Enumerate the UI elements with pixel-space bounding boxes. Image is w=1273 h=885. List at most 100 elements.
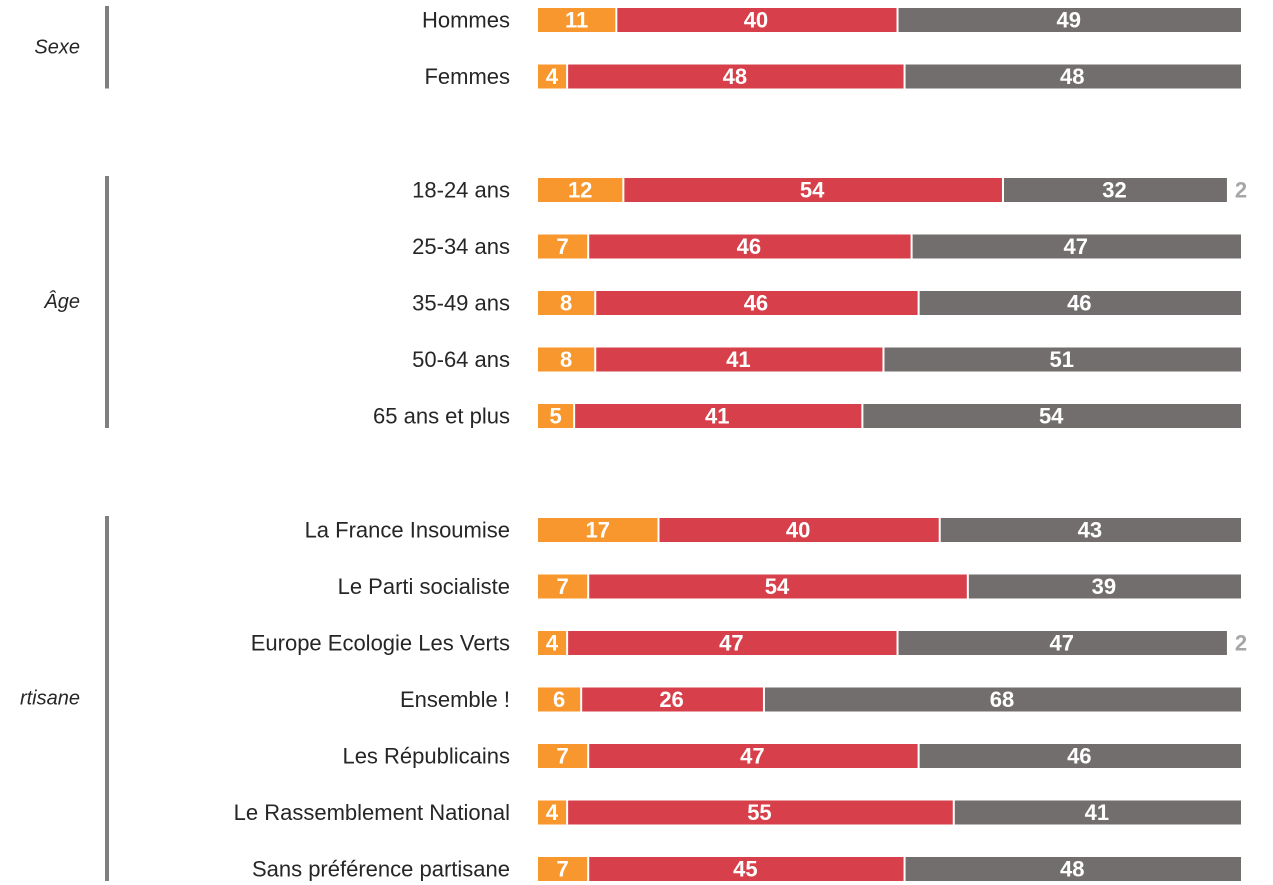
value-label: 54 bbox=[1039, 404, 1064, 429]
bar-segment bbox=[589, 234, 911, 259]
bar-segment bbox=[919, 744, 1241, 768]
bar-segment bbox=[568, 631, 897, 655]
value-label: 47 bbox=[1064, 234, 1088, 259]
group-label: Âge bbox=[43, 290, 80, 313]
value-label: 47 bbox=[740, 744, 764, 769]
bar-segment bbox=[1003, 178, 1227, 202]
bar-segment bbox=[624, 178, 1002, 202]
value-label: 46 bbox=[1067, 744, 1091, 769]
value-label: 48 bbox=[723, 64, 747, 89]
bar-segment bbox=[568, 800, 953, 825]
bar-segment bbox=[538, 178, 623, 202]
bar-segment bbox=[538, 518, 658, 542]
bar-segment bbox=[538, 631, 567, 655]
bar-segment bbox=[575, 404, 862, 428]
bar-segment bbox=[1228, 631, 1241, 655]
value-label: 2 bbox=[1235, 178, 1247, 203]
bar-segment bbox=[538, 8, 616, 32]
bar-segment bbox=[538, 800, 567, 825]
bar-segment bbox=[905, 857, 1241, 881]
value-label: 47 bbox=[719, 631, 743, 656]
category-label: 50-64 ans bbox=[412, 347, 510, 372]
bar-segment bbox=[1228, 178, 1241, 202]
value-label: 7 bbox=[556, 234, 568, 259]
category-label: Le Parti socialiste bbox=[338, 574, 510, 599]
value-label: 7 bbox=[556, 744, 568, 769]
bar-segment bbox=[968, 574, 1241, 599]
bar-segment bbox=[538, 574, 588, 599]
bar-segment bbox=[764, 687, 1241, 712]
value-label: 46 bbox=[737, 234, 761, 259]
bar-segment bbox=[582, 687, 763, 712]
bar-segment bbox=[538, 347, 595, 372]
value-label: 47 bbox=[1049, 631, 1073, 656]
value-label: 4 bbox=[546, 64, 559, 89]
value-label: 12 bbox=[568, 178, 592, 203]
value-label: 43 bbox=[1078, 518, 1102, 543]
category-label: Hommes bbox=[422, 8, 510, 33]
value-label: 5 bbox=[549, 404, 561, 429]
category-label: Sans préférence partisane bbox=[252, 857, 510, 882]
value-label: 40 bbox=[786, 518, 810, 543]
bar-segment bbox=[538, 744, 588, 768]
bar-segment bbox=[568, 64, 904, 89]
category-label: Femmes bbox=[424, 64, 510, 89]
value-label: 45 bbox=[733, 857, 757, 882]
category-label: La France Insoumise bbox=[305, 518, 510, 543]
bar-segment bbox=[589, 857, 904, 881]
value-label: 17 bbox=[586, 518, 610, 543]
bar-segment bbox=[940, 518, 1241, 542]
category-label: Ensemble ! bbox=[400, 687, 510, 712]
group-label: rtisane bbox=[20, 688, 80, 710]
bar-segment bbox=[617, 8, 897, 32]
value-label: 2 bbox=[1235, 631, 1247, 656]
value-label: 39 bbox=[1092, 574, 1116, 599]
value-label: 8 bbox=[560, 347, 572, 372]
value-label: 54 bbox=[765, 574, 790, 599]
value-label: 26 bbox=[659, 687, 683, 712]
bar-segment bbox=[863, 404, 1241, 428]
value-label: 41 bbox=[1085, 800, 1109, 825]
bar-segment bbox=[589, 574, 967, 599]
bar-segment bbox=[538, 857, 588, 881]
bar-segment bbox=[912, 234, 1241, 259]
bar-segment bbox=[596, 291, 918, 315]
bar-segment bbox=[905, 64, 1241, 89]
category-label: 25-34 ans bbox=[412, 234, 510, 259]
value-label: 54 bbox=[800, 178, 825, 203]
value-label: 46 bbox=[744, 291, 768, 316]
value-label: 11 bbox=[565, 8, 588, 33]
value-label: 41 bbox=[705, 404, 729, 429]
category-label: Europe Ecologie Les Verts bbox=[251, 631, 510, 656]
value-label: 68 bbox=[990, 687, 1014, 712]
category-label: Le Rassemblement National bbox=[234, 800, 510, 825]
value-label: 55 bbox=[747, 800, 771, 825]
bar-segment bbox=[596, 347, 883, 372]
bar-segment bbox=[589, 744, 918, 768]
value-label: 41 bbox=[726, 347, 750, 372]
bar-segment bbox=[954, 800, 1241, 825]
bar-segment bbox=[538, 404, 574, 428]
category-label: 18-24 ans bbox=[412, 178, 510, 203]
value-label: 6 bbox=[553, 687, 565, 712]
bar-segment bbox=[538, 291, 595, 315]
value-label: 4 bbox=[546, 631, 559, 656]
bar-segment bbox=[898, 8, 1241, 32]
bar-segment bbox=[538, 64, 567, 89]
value-label: 32 bbox=[1102, 178, 1126, 203]
value-label: 49 bbox=[1057, 8, 1081, 33]
bar-segment bbox=[659, 518, 939, 542]
bar-segment bbox=[898, 631, 1227, 655]
value-label: 4 bbox=[546, 800, 559, 825]
value-label: 7 bbox=[556, 857, 568, 882]
category-label: 65 ans et plus bbox=[373, 404, 510, 429]
value-label: 51 bbox=[1049, 347, 1073, 372]
category-label: 35-49 ans bbox=[412, 291, 510, 316]
bar-segment bbox=[919, 291, 1241, 315]
value-label: 46 bbox=[1067, 291, 1091, 316]
group-label: Sexe bbox=[34, 36, 80, 58]
category-label: Les Républicains bbox=[342, 744, 510, 769]
bar-segment bbox=[538, 687, 581, 712]
value-label: 7 bbox=[556, 574, 568, 599]
value-label: 40 bbox=[744, 8, 768, 33]
